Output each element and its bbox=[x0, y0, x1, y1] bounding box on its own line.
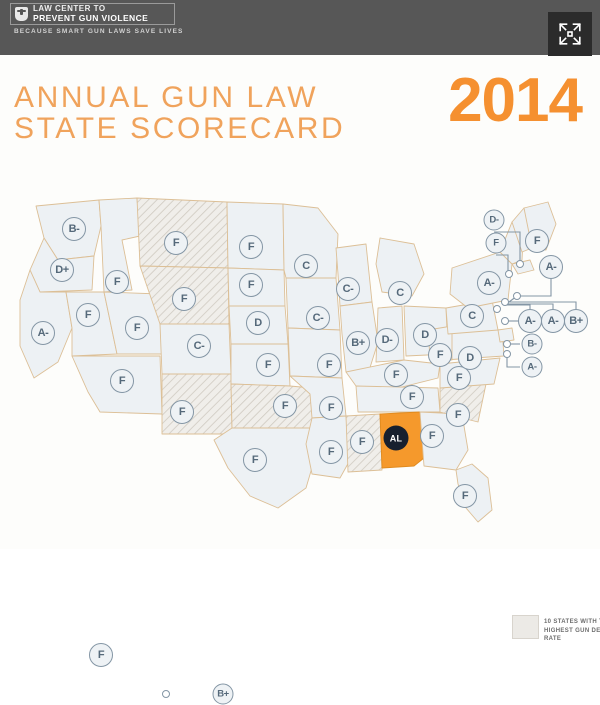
state-grade-co[interactable]: C- bbox=[187, 334, 211, 358]
leader-lines bbox=[494, 231, 577, 368]
legend-line-1: 10 STATES WITH THE bbox=[544, 619, 600, 625]
state-grade-ga[interactable]: F bbox=[420, 424, 444, 448]
logo-text: LAW CENTER TO PREVENT GUN VIOLENCE bbox=[33, 5, 148, 23]
state-grade-fl[interactable]: F bbox=[453, 484, 477, 508]
state-grade-la[interactable]: F bbox=[319, 440, 343, 464]
state-grade-tx[interactable]: F bbox=[243, 448, 267, 472]
state-grade-ct[interactable]: A- bbox=[518, 309, 542, 333]
state-grade-id[interactable]: F bbox=[105, 270, 129, 294]
leader-dot-hi bbox=[162, 690, 170, 698]
leader-dot-nh bbox=[516, 260, 524, 268]
state-grade-ri[interactable]: A- bbox=[541, 309, 565, 333]
legend-text: 10 STATES WITH THE HIGHEST GUN DEATH RAT… bbox=[544, 618, 600, 644]
state-grade-wy[interactable]: F bbox=[172, 287, 196, 311]
state-grade-vt[interactable]: D- bbox=[483, 209, 505, 231]
state-grade-ia[interactable]: C- bbox=[306, 306, 330, 330]
state-grade-ca[interactable]: A- bbox=[31, 321, 55, 345]
leader-dot-ma bbox=[513, 292, 521, 300]
state-grade-or[interactable]: D+ bbox=[50, 258, 74, 282]
page-title: ANNUAL GUN LAW STATE SCORECARD 2014 bbox=[14, 70, 594, 162]
state-grade-md[interactable]: A- bbox=[521, 356, 543, 378]
title-line-2: STATE SCORECARD bbox=[14, 112, 346, 145]
leader-dot-nj bbox=[501, 317, 509, 325]
logo-line-2: PREVENT GUN VIOLENCE bbox=[33, 13, 149, 24]
state-grade-ny[interactable]: A- bbox=[477, 271, 501, 295]
organization-logo: LAW CENTER TO PREVENT GUN VIOLENCE bbox=[10, 3, 175, 25]
title-line-1: ANNUAL GUN LAW bbox=[14, 81, 319, 114]
state-grade-ks[interactable]: F bbox=[256, 353, 280, 377]
state-grade-mt[interactable]: F bbox=[164, 231, 188, 255]
state-grade-ma[interactable]: A- bbox=[539, 255, 563, 279]
state-grade-mn[interactable]: C bbox=[294, 254, 318, 278]
state-grade-me[interactable]: F bbox=[525, 229, 549, 253]
leader-dot-vt bbox=[505, 270, 513, 278]
expand-arrows-icon bbox=[557, 21, 583, 47]
legend-line-2: HIGHEST GUN DEATH RATE bbox=[544, 627, 600, 643]
state-grade-ms[interactable]: F bbox=[350, 430, 374, 454]
state-grade-hi[interactable]: B+ bbox=[212, 683, 234, 705]
highlighted-state-badge-al[interactable]: AL bbox=[383, 425, 409, 451]
state-grade-mo[interactable]: F bbox=[317, 353, 341, 377]
us-map: B- D+ A- F F F F F F C- F F F D F F F C … bbox=[0, 178, 600, 705]
expand-button[interactable] bbox=[548, 12, 592, 56]
state-grade-ar[interactable]: F bbox=[319, 396, 343, 420]
state-grade-az[interactable]: F bbox=[110, 369, 134, 393]
state-grade-wa[interactable]: B- bbox=[62, 217, 86, 241]
state-grade-tn[interactable]: F bbox=[400, 385, 424, 409]
state-grade-va[interactable]: D bbox=[458, 346, 482, 370]
state-grade-oh[interactable]: D bbox=[413, 323, 437, 347]
leader-dot-md bbox=[503, 350, 511, 358]
logo-line-1: LAW CENTER TO bbox=[33, 4, 106, 14]
state-grade-mi[interactable]: C bbox=[388, 281, 412, 305]
state-grade-ky[interactable]: F bbox=[384, 363, 408, 387]
logo-bar: LAW CENTER TO PREVENT GUN VIOLENCE BECAU… bbox=[0, 0, 600, 56]
state-grade-ak[interactable]: F bbox=[89, 643, 113, 667]
state-grade-in[interactable]: D- bbox=[375, 328, 399, 352]
map-shapes bbox=[19, 197, 577, 523]
state-grade-nm[interactable]: F bbox=[170, 400, 194, 424]
state-grade-il[interactable]: B+ bbox=[346, 331, 370, 355]
state-grade-nj[interactable]: B+ bbox=[564, 309, 588, 333]
state-grade-sc[interactable]: F bbox=[446, 403, 470, 427]
state-grade-wi[interactable]: C- bbox=[336, 277, 360, 301]
shield-icon bbox=[15, 7, 28, 21]
state-grade-nh[interactable]: F bbox=[485, 232, 507, 254]
title-year: 2014 bbox=[448, 66, 583, 135]
leader-dot-ri bbox=[493, 305, 501, 313]
state-grade-ne[interactable]: D bbox=[246, 311, 270, 335]
state-grade-nv[interactable]: F bbox=[76, 303, 100, 327]
state-grade-ok[interactable]: F bbox=[273, 394, 297, 418]
leader-dot-de bbox=[503, 340, 511, 348]
state-grade-sd[interactable]: F bbox=[239, 273, 263, 297]
state-grade-nd[interactable]: F bbox=[239, 235, 263, 259]
state-grade-ut[interactable]: F bbox=[125, 316, 149, 340]
state-grade-wv[interactable]: F bbox=[428, 343, 452, 367]
leader-dot-ct bbox=[501, 298, 509, 306]
hatched-swatch-icon bbox=[512, 615, 539, 639]
logo-tagline: BECAUSE SMART GUN LAWS SAVE LIVES bbox=[14, 28, 184, 35]
state-grade-pa[interactable]: C bbox=[460, 304, 484, 328]
state-grade-de[interactable]: B- bbox=[521, 333, 543, 355]
state-grade-nc[interactable]: F bbox=[447, 366, 471, 390]
